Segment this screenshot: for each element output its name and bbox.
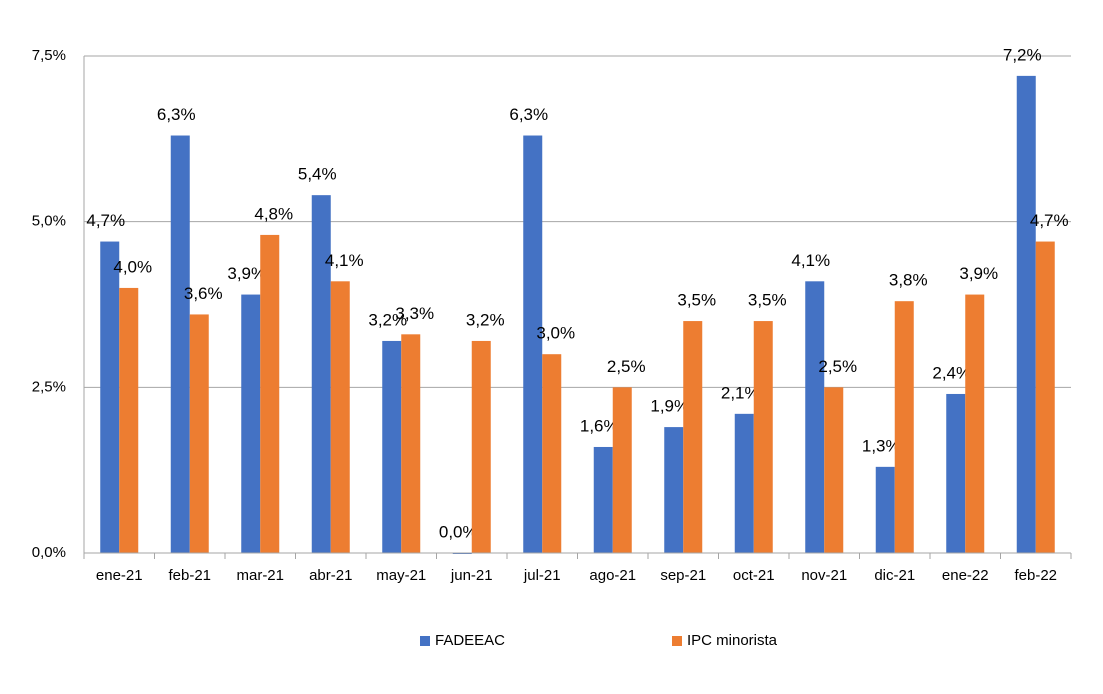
bar	[875, 466, 895, 553]
bar	[523, 135, 543, 553]
legend-label: IPC minorista	[687, 632, 778, 649]
bar	[946, 393, 966, 553]
value-label: 3,5%	[677, 291, 716, 310]
x-tick-label: feb-22	[1014, 567, 1057, 584]
x-tick-label: abr-21	[309, 567, 352, 584]
value-label: 2,5%	[607, 357, 646, 376]
x-tick-label: ene-22	[942, 567, 989, 584]
value-label: 4,7%	[1030, 211, 1069, 230]
x-tick-label: nov-21	[801, 567, 847, 584]
bar	[119, 287, 139, 553]
bar	[170, 135, 190, 553]
value-label: 3,2%	[466, 310, 505, 329]
x-tick-label: oct-21	[733, 567, 775, 584]
value-label: 3,5%	[748, 291, 787, 310]
bar	[734, 413, 754, 553]
bar	[894, 301, 914, 553]
y-tick-label: 5,0%	[32, 213, 66, 230]
bar	[593, 446, 613, 553]
value-label: 3,9%	[227, 264, 266, 283]
legend-swatch	[420, 636, 430, 646]
value-label: 1,3%	[862, 436, 901, 455]
bar	[1035, 241, 1055, 553]
legend-label: FADEEAC	[435, 632, 505, 649]
value-label: 1,9%	[650, 397, 689, 416]
value-label: 4,0%	[113, 257, 152, 276]
bar	[612, 387, 632, 553]
value-label: 4,1%	[791, 251, 830, 270]
value-label: 6,3%	[509, 105, 548, 124]
x-tick-label: ago-21	[589, 567, 636, 584]
bar	[401, 334, 421, 553]
y-tick-label: 0,0%	[32, 544, 66, 561]
x-tick-label: sep-21	[660, 567, 706, 584]
x-tick-label: feb-21	[168, 567, 211, 584]
bar	[824, 387, 844, 553]
x-tick-label: may-21	[376, 567, 426, 584]
bar	[189, 314, 209, 553]
value-label: 3,0%	[536, 324, 575, 343]
bar	[382, 340, 402, 553]
value-label: 5,4%	[298, 165, 337, 184]
value-label: 3,3%	[395, 304, 434, 323]
value-label: 3,2%	[368, 310, 407, 329]
x-tick-label: dic-21	[874, 567, 915, 584]
bar	[1016, 75, 1036, 553]
y-tick-label: 2,5%	[32, 378, 66, 395]
bar	[471, 340, 491, 553]
value-label: 1,6%	[580, 416, 619, 435]
x-tick-label: mar-21	[236, 567, 284, 584]
x-tick-label: jun-21	[450, 567, 493, 584]
bar	[311, 195, 331, 553]
value-label: 2,4%	[932, 363, 971, 382]
value-label: 2,1%	[721, 383, 760, 402]
legend-swatch	[672, 636, 682, 646]
bar	[683, 321, 703, 553]
value-label: 3,6%	[184, 284, 223, 303]
bar	[753, 321, 773, 553]
value-label: 0,0%	[439, 522, 478, 541]
value-label: 2,5%	[818, 357, 857, 376]
x-tick-label: ene-21	[96, 567, 143, 584]
bar	[965, 294, 985, 553]
value-label: 4,8%	[254, 204, 293, 223]
bar	[260, 234, 280, 554]
bar	[664, 427, 684, 553]
value-label: 7,2%	[1003, 45, 1042, 64]
value-label: 4,1%	[325, 251, 364, 270]
value-label: 3,9%	[959, 264, 998, 283]
value-label: 3,8%	[889, 271, 928, 290]
bar	[330, 281, 350, 553]
bar	[241, 294, 261, 553]
bar	[805, 281, 825, 553]
value-label: 4,7%	[86, 211, 125, 230]
value-label: 6,3%	[157, 105, 196, 124]
y-tick-label: 7,5%	[32, 47, 66, 64]
bar	[100, 241, 120, 553]
bar	[542, 354, 562, 553]
x-tick-label: jul-21	[523, 567, 561, 584]
